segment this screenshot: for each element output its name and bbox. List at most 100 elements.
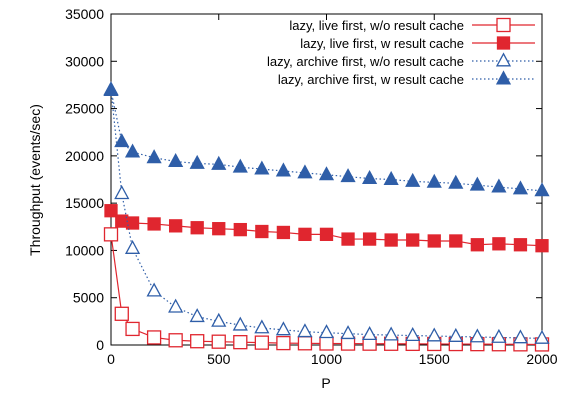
series-2-point (104, 204, 118, 218)
series-2-point (406, 233, 420, 247)
series-3-point (491, 328, 507, 343)
y-tick-label: 25000 (65, 101, 104, 117)
series-1-point (146, 330, 162, 345)
legend-marker-1 (496, 17, 511, 33)
series-3-point (211, 312, 227, 327)
series-2-point (255, 224, 269, 239)
series-4-point (340, 168, 356, 183)
y-tick-label: 35000 (65, 6, 104, 22)
series-2-line (110, 210, 543, 247)
series-4-line (110, 90, 543, 192)
series-4-point (254, 160, 270, 175)
y-tick-label: 15000 (65, 195, 104, 211)
series-1 (103, 227, 550, 352)
series-4-point (383, 170, 399, 185)
series-4-point (232, 158, 248, 173)
series-1-point (233, 335, 248, 350)
legend-label-4: lazy, archive first, w result cache (278, 72, 464, 87)
series-4-point (124, 143, 141, 158)
series-4-point (318, 166, 335, 181)
legend-label-2: lazy, live first, w result cache (300, 36, 464, 51)
legend-marker-3 (495, 52, 512, 67)
series-4-point (469, 176, 485, 191)
series-1-point (168, 333, 183, 348)
series-4-point (362, 169, 378, 185)
series-4-point (448, 174, 464, 189)
series-4-point (189, 154, 205, 169)
series-4-point (426, 173, 442, 188)
series-4-point (114, 133, 130, 148)
series-1-point (254, 335, 270, 350)
series-1-point (103, 227, 119, 242)
y-tick-label: 30000 (65, 53, 104, 69)
y-tick-label: 10000 (65, 242, 104, 258)
series-3-point (383, 326, 399, 341)
legend: lazy, live first, w/o result cache lazy, … (267, 17, 535, 87)
x-tick-label: 2000 (526, 351, 557, 367)
series-4-point (297, 164, 313, 179)
series-3-point (232, 316, 248, 331)
series-3-point (254, 319, 270, 334)
series-2-point (492, 237, 506, 251)
series-2-point (276, 225, 291, 240)
series-2-point (362, 232, 377, 246)
series-3-point (512, 329, 529, 344)
series-2-point (319, 227, 334, 242)
series-2-point (298, 227, 312, 242)
x-tick-label: 1500 (419, 351, 450, 367)
series-3-point (168, 298, 184, 313)
series-3-point (448, 327, 464, 342)
legend-label-3: lazy, archive first, w/o result cache (267, 54, 464, 69)
series-4-point (275, 162, 291, 177)
series-3-point (534, 329, 550, 344)
series-1-point (297, 336, 313, 351)
series-2-point (125, 216, 140, 230)
series-4 (103, 82, 550, 197)
x-tick-label: 0 (107, 351, 115, 367)
series-2-point (535, 239, 549, 253)
x-axis-title: P (321, 375, 330, 391)
series-3-point (426, 327, 442, 342)
y-tick-label: 0 (96, 337, 104, 353)
series-2-point (341, 232, 355, 246)
series-4-point (534, 182, 550, 197)
series-4-point (491, 178, 507, 193)
series-3-point (318, 324, 335, 339)
series-1-point (276, 335, 291, 351)
legend-label-1: lazy, live first, w/o result cache (289, 18, 464, 33)
series-3-point (146, 282, 162, 297)
series-3-point (362, 326, 378, 341)
legend-marker-4 (495, 70, 512, 85)
series-3 (103, 81, 550, 344)
series-1-line (110, 234, 543, 346)
series-1-point (114, 306, 129, 321)
series-1-point (125, 321, 140, 337)
series-2-point (384, 233, 398, 247)
series-1-point (319, 336, 334, 351)
series-3-point (275, 321, 291, 336)
series-4-point (512, 180, 529, 195)
series-2-point (513, 238, 528, 252)
series-3-point (340, 325, 356, 340)
series-2-point (168, 219, 183, 233)
axes: 0 500 1000 1500 2000050001000015000200002500… (65, 6, 558, 367)
y-tick-label: 5000 (73, 290, 104, 306)
series-2-point (233, 222, 247, 237)
series-3-line (110, 89, 543, 339)
y-tick-label: 20000 (65, 148, 104, 164)
series-1-point (211, 334, 226, 349)
x-tick-label: 500 (207, 351, 231, 367)
series-4-point (405, 172, 421, 187)
series-2-point (427, 234, 441, 248)
series-4-point (146, 149, 162, 164)
y-axis-title: Throughput (events/sec) (27, 104, 43, 256)
series-4-point (168, 152, 184, 167)
series-3-point (297, 323, 313, 338)
series-2-point (470, 238, 485, 252)
series-4-point (103, 82, 119, 97)
series-3-point (189, 308, 205, 323)
series-2-point (449, 234, 463, 248)
legend-marker-2 (496, 36, 511, 50)
series-4-point (211, 155, 227, 170)
